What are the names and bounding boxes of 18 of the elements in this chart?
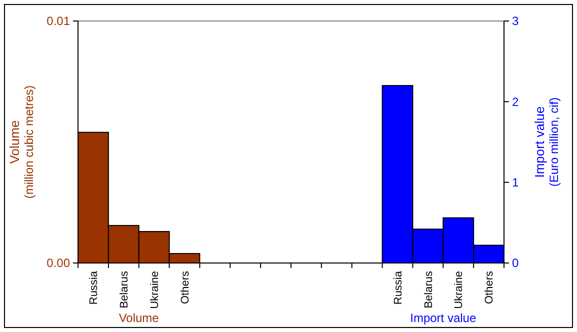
y2-tick-label: 0 [512, 256, 519, 270]
x-tick-label: Russia [88, 270, 100, 305]
y2-tick-label: 1 [512, 176, 519, 190]
x-tick-label: Ukraine [453, 271, 466, 309]
y2-tick-label: 2 [512, 94, 519, 109]
y2-axis-title: Import value (Euro million, cif) [532, 97, 562, 187]
x-tick-label: Belarus [422, 270, 435, 308]
y-axis-title: Volume (million cubic metres) [6, 85, 36, 199]
y-tick-label: 0.00 [46, 256, 70, 270]
x-tick-label: Belarus [118, 270, 130, 308]
x-tick-label: Others [484, 270, 496, 304]
y2-tick-label: 3 [512, 14, 519, 28]
text: Import value [410, 311, 476, 325]
x-tick-label: Ukraine [148, 271, 161, 309]
x-tick-label: Russia [392, 270, 404, 305]
x-tick-label: Others [179, 270, 192, 304]
text: Volume [118, 311, 160, 325]
y-tick-label: 0.01 [46, 14, 70, 28]
